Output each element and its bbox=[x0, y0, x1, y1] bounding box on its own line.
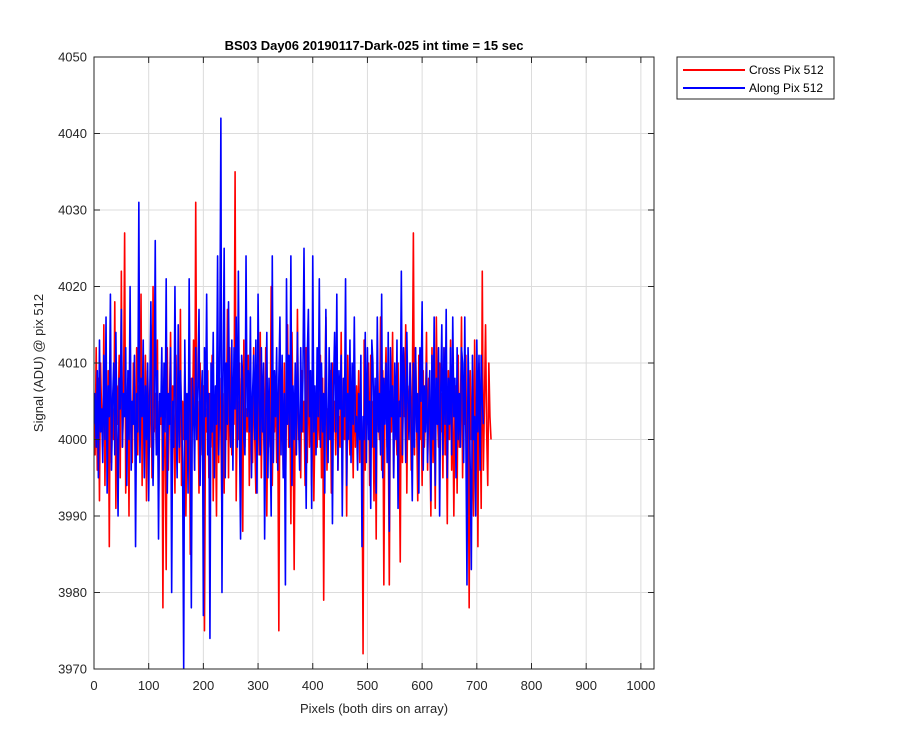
x-tick-label: 200 bbox=[193, 678, 215, 693]
y-tick-label: 4050 bbox=[58, 50, 87, 65]
y-tick-label: 4030 bbox=[58, 203, 87, 218]
x-tick-label: 800 bbox=[521, 678, 543, 693]
y-tick-label: 3980 bbox=[58, 585, 87, 600]
x-tick-label: 100 bbox=[138, 678, 160, 693]
x-tick-label: 500 bbox=[357, 678, 379, 693]
legend-box bbox=[676, 56, 835, 100]
x-tick-label: 700 bbox=[466, 678, 488, 693]
y-axis-label: Signal (ADU) @ pix 512 bbox=[31, 294, 46, 432]
legend-label-along-pix-512: Along Pix 512 bbox=[749, 81, 823, 95]
series-group bbox=[94, 117, 492, 669]
x-tick-label: 0 bbox=[90, 678, 97, 693]
ticks bbox=[93, 56, 654, 670]
x-axis-label: Pixels (both dirs on array) bbox=[300, 701, 448, 716]
y-tick-label: 4000 bbox=[58, 432, 87, 447]
y-tick-label: 3990 bbox=[58, 509, 87, 524]
y-tick-label: 4020 bbox=[58, 279, 87, 294]
x-tick-label: 900 bbox=[575, 678, 597, 693]
y-tick-label: 4040 bbox=[58, 126, 87, 141]
x-tick-labels: 0 100 200 300 400 500 600 700 800 900 1000 bbox=[90, 678, 655, 693]
y-tick-label: 3970 bbox=[58, 662, 87, 677]
x-tick-label: 600 bbox=[411, 678, 433, 693]
x-tick-label: 1000 bbox=[626, 678, 655, 693]
x-tick-label: 400 bbox=[302, 678, 324, 693]
y-tick-labels: 3970 3980 3990 4000 4010 4020 4030 4040 4050 bbox=[58, 50, 87, 677]
chart-title: BS03 Day06 20190117-Dark-025 int time = … bbox=[225, 38, 524, 53]
legend-label-cross-pix-512: Cross Pix 512 bbox=[749, 63, 824, 77]
x-tick-label: 300 bbox=[247, 678, 269, 693]
y-tick-label: 4010 bbox=[58, 356, 87, 371]
series-line-along-pix-512 bbox=[94, 117, 485, 669]
legend: Cross Pix 512 Along Pix 512 bbox=[676, 56, 835, 100]
